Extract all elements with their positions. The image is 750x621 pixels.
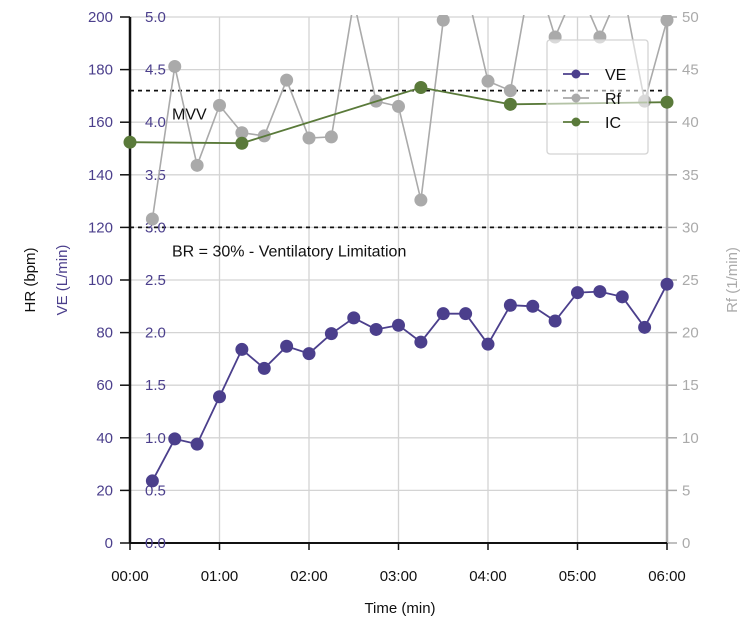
- x-tick-label: 02:00: [290, 568, 328, 585]
- ve-tick-label: 5.0: [145, 9, 166, 26]
- x-tick-label: 03:00: [380, 568, 418, 585]
- data-point-ve: [593, 285, 607, 299]
- data-point-rf: [280, 73, 294, 87]
- data-point-ve: [615, 290, 629, 304]
- legend-swatch-marker: [571, 117, 581, 127]
- x-axis-title: Time (min): [364, 600, 435, 617]
- rf-tick-label: 25: [682, 272, 699, 289]
- data-point-ve: [414, 335, 428, 349]
- data-point-rf: [190, 158, 204, 172]
- data-point-ve: [213, 390, 226, 404]
- x-tick-label: 00:00: [111, 568, 149, 585]
- data-point-ve: [548, 314, 562, 328]
- data-point-ve: [324, 327, 338, 341]
- data-point-rf: [302, 131, 316, 145]
- data-point-ve: [145, 474, 159, 488]
- data-point-ic: [503, 97, 517, 111]
- x-tick-label: 01:00: [201, 568, 239, 585]
- rf-tick-label: 10: [682, 430, 699, 447]
- ve-tick-label: 1.0: [145, 430, 166, 447]
- ve-tick-label: 3.5: [145, 167, 166, 184]
- data-point-rf: [503, 84, 517, 98]
- rf-tick-label: 0: [682, 535, 690, 552]
- ve-tick-label: 4.0: [145, 114, 166, 131]
- rf-tick-label: 30: [682, 219, 699, 236]
- hr-axis-title: HR (bpm): [22, 247, 39, 312]
- data-point-ve: [235, 342, 249, 356]
- series-ve: [145, 277, 674, 488]
- data-point-ve: [392, 318, 405, 332]
- rf-tick-label: 45: [682, 62, 699, 79]
- legend-label: Rf: [605, 91, 622, 108]
- data-point-rf: [168, 59, 182, 73]
- data-point-ic: [414, 80, 428, 94]
- data-point-rf: [660, 15, 674, 27]
- data-point-rf: [324, 130, 338, 144]
- legend-box: [546, 39, 649, 155]
- data-point-rf: [414, 193, 428, 207]
- hr-tick-label: 20: [96, 482, 113, 499]
- rf-axis-title: Rf (1/min): [724, 247, 741, 313]
- data-point-rf: [213, 98, 226, 112]
- hr-tick-label: 0: [105, 535, 113, 552]
- hr-tick-label: 80: [96, 325, 113, 342]
- data-point-rf: [145, 212, 159, 226]
- data-point-ve: [168, 432, 182, 446]
- data-point-ve: [436, 307, 450, 321]
- legend-label: IC: [605, 115, 621, 132]
- data-point-ic: [123, 135, 137, 149]
- rf-tick-label: 35: [682, 167, 699, 184]
- rf-tick-label: 20: [682, 325, 699, 342]
- hr-tick-label: 40: [96, 430, 113, 447]
- hr-tick-label: 180: [88, 62, 113, 79]
- legend: VE Rf IC: [546, 39, 649, 155]
- hr-tick-label: 60: [96, 377, 113, 394]
- data-point-ve: [503, 298, 517, 312]
- data-point-rf: [392, 99, 405, 113]
- hr-tick-label: 160: [88, 114, 113, 131]
- ve-tick-label: 4.5: [145, 62, 166, 79]
- data-point-ic: [235, 136, 249, 150]
- rf-tick-label: 15: [682, 377, 699, 394]
- rf-tick-label: 5: [682, 482, 690, 499]
- data-point-ve: [302, 347, 316, 361]
- ve-tick-label: 2.5: [145, 272, 166, 289]
- hr-tick-label: 100: [88, 272, 113, 289]
- ve-axis-title: VE (L/min): [54, 245, 71, 316]
- reference-line-label: MVV: [172, 107, 207, 124]
- x-tick-label: 05:00: [559, 568, 597, 585]
- ve-tick-label: 1.5: [145, 377, 166, 394]
- x-tick-label: 04:00: [469, 568, 507, 585]
- data-point-rf: [481, 74, 495, 88]
- hr-tick-label: 120: [88, 219, 113, 236]
- data-point-rf: [235, 126, 249, 140]
- rf-tick-label: 40: [682, 114, 699, 131]
- data-point-ve: [347, 311, 361, 325]
- rf-tick-label: 50: [682, 9, 699, 26]
- hr-tick-label: 140: [88, 167, 113, 184]
- data-point-ve: [369, 322, 383, 336]
- x-tick-label: 06:00: [648, 568, 686, 585]
- data-point-ve: [481, 337, 495, 351]
- hr-tick-label: 200: [88, 9, 113, 26]
- ve-tick-label: 2.0: [145, 325, 166, 342]
- data-point-ve: [257, 361, 271, 375]
- data-point-ve: [638, 320, 652, 334]
- data-point-ve: [190, 437, 204, 451]
- legend-swatch-marker: [571, 93, 581, 103]
- legend-label: VE: [605, 67, 626, 84]
- data-point-ve: [526, 299, 540, 313]
- data-point-ve: [280, 339, 294, 353]
- legend-swatch-marker: [571, 69, 581, 79]
- reference-line-label: BR = 30% - Ventilatory Limitation: [172, 243, 406, 260]
- ve-tick-label: 0.0: [145, 535, 166, 552]
- data-point-ve: [571, 286, 584, 300]
- data-point-ve: [660, 277, 674, 291]
- data-point-ve: [459, 307, 473, 321]
- data-point-rf: [436, 15, 450, 27]
- data-point-ic: [660, 95, 674, 109]
- reference-lines: MVV BR = 30% - Ventilatory Limitation: [130, 89, 667, 260]
